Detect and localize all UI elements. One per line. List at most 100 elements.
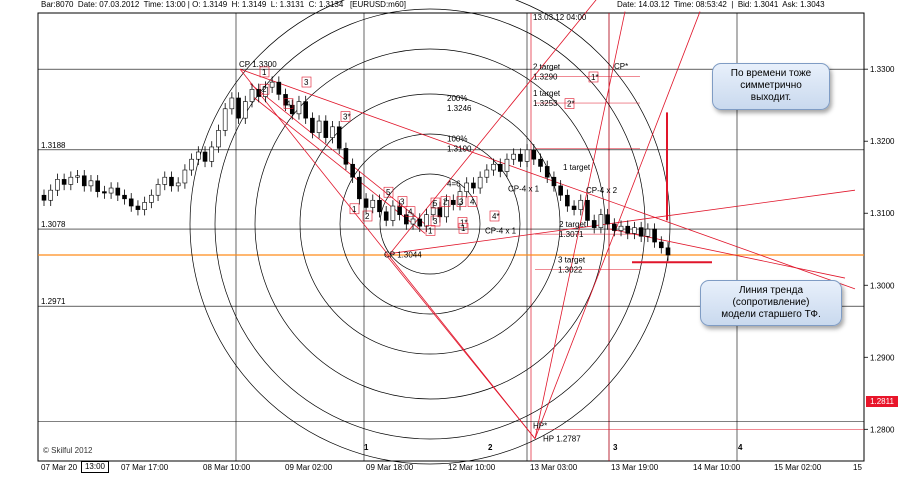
candle-body — [491, 163, 496, 171]
candle-body — [142, 202, 147, 210]
wave-label-box — [259, 66, 270, 78]
candle-body — [189, 158, 194, 171]
wave-label: 3 — [459, 198, 464, 207]
candle-body — [236, 97, 241, 119]
wave-label: 3 — [400, 198, 405, 207]
candle-body — [645, 228, 651, 237]
wave-label: 1 — [428, 226, 433, 235]
candle-body — [430, 207, 436, 215]
candle-body — [471, 182, 476, 189]
y-tick-label: 1.2900 — [870, 353, 895, 362]
wave-label: 4* — [492, 212, 500, 221]
wave-label-box — [457, 217, 468, 228]
marker-label: CP-4 x 2 — [586, 186, 618, 195]
y-tick-label: 1.3100 — [870, 209, 895, 218]
candle-body — [55, 179, 60, 191]
trend-line — [389, 0, 597, 254]
candle-body — [591, 220, 597, 228]
wave-label: 4 — [408, 208, 413, 217]
candle-body — [61, 179, 67, 185]
projection-circle — [214, 8, 646, 440]
candle-body — [75, 175, 80, 178]
x-tick-label: 08 Mar 10:00 — [203, 463, 251, 472]
left-level-label: 1.3188 — [41, 141, 66, 150]
candle-body — [638, 227, 644, 237]
candle-body — [296, 101, 302, 115]
target-label: 1 target — [533, 89, 561, 98]
candle-body — [658, 241, 664, 249]
candle-body — [484, 169, 490, 178]
candle-body — [155, 184, 161, 196]
wave-label-box — [430, 197, 441, 209]
candle-body — [585, 199, 590, 221]
callout-bottom-line-2: (сопротивление) — [732, 297, 810, 308]
candle-body — [477, 176, 483, 189]
left-level-label: 1.2971 — [41, 297, 66, 306]
wave-label: 1* — [591, 73, 599, 82]
x-tick-label: 09 Mar 02:00 — [285, 463, 333, 472]
target-value: 1.3190 — [447, 144, 472, 153]
candle-body — [41, 194, 47, 201]
left-level-label: 1.3078 — [41, 220, 66, 229]
wave-label: 3* — [343, 113, 351, 122]
candle-body — [115, 187, 121, 196]
marker-label: CP-4 x 1 — [485, 226, 517, 235]
wave-label-box — [405, 206, 416, 217]
time-stamp-label: 13.03.12 04:00 — [533, 13, 587, 22]
wave-label: 1 — [262, 68, 267, 77]
candle-body — [504, 158, 510, 172]
wave-label: 3 — [304, 78, 309, 87]
candle-body — [363, 198, 369, 208]
projection-circle — [189, 0, 671, 465]
candle-body — [303, 101, 308, 119]
candle-body — [316, 120, 322, 133]
candle-body — [242, 101, 248, 119]
candle-body — [202, 151, 208, 162]
wave-label-box — [349, 203, 360, 215]
projection-circle — [379, 173, 481, 275]
bottom-wave-id: 4 — [738, 443, 743, 452]
y-tick-label: 1.3000 — [870, 281, 895, 290]
candle-body — [578, 199, 584, 210]
projection-circle — [299, 93, 561, 355]
watermark-text: © Skilful 2012 — [43, 446, 93, 455]
candle-body — [283, 94, 288, 106]
x-tick-label: 15 — [853, 463, 862, 472]
candle-body — [350, 163, 355, 178]
candle-body — [310, 117, 315, 133]
header-info-left: Bar:8070 Date: 07.03.2012 Time: 13:00 | … — [41, 0, 406, 9]
candle-body — [256, 89, 262, 97]
wave-label-box — [383, 186, 394, 198]
candle-body — [88, 180, 94, 187]
candle-body — [457, 191, 463, 205]
x-tick-label: 13 Mar 03:00 — [530, 463, 578, 472]
candle-body — [263, 86, 268, 97]
candle-body — [605, 214, 610, 225]
wave-label: 5 — [433, 199, 438, 208]
bottom-wave-id: 2 — [488, 443, 493, 452]
wave-label-box — [362, 210, 373, 222]
candle-body — [343, 148, 349, 165]
marker-label: HP 1.2787 — [543, 435, 581, 444]
candle-body — [598, 214, 604, 228]
candle-body — [437, 207, 443, 218]
trend-line — [239, 68, 536, 439]
x-tick-label: 14 Mar 10:00 — [693, 463, 741, 472]
header-info-right: Date: 14.03.12 Time: 08:53:42 | Bid: 1.3… — [617, 0, 825, 9]
candle-body — [652, 228, 657, 243]
trend-line — [384, 253, 536, 439]
trend-line — [249, 94, 426, 234]
marker-label: CP* — [614, 62, 628, 71]
candle-body — [410, 218, 416, 225]
wave-label: 4 — [286, 100, 291, 109]
wave-label-box — [430, 215, 441, 227]
candle-body — [612, 223, 617, 231]
trend-line — [534, 11, 701, 439]
wave-label: 5 — [386, 188, 391, 197]
wave-label-box — [456, 196, 467, 207]
wave-label-box — [340, 111, 351, 122]
candle-body — [128, 198, 134, 207]
wave-label: 4 — [470, 198, 475, 207]
candle-body — [323, 120, 329, 138]
candle-body — [216, 130, 221, 148]
